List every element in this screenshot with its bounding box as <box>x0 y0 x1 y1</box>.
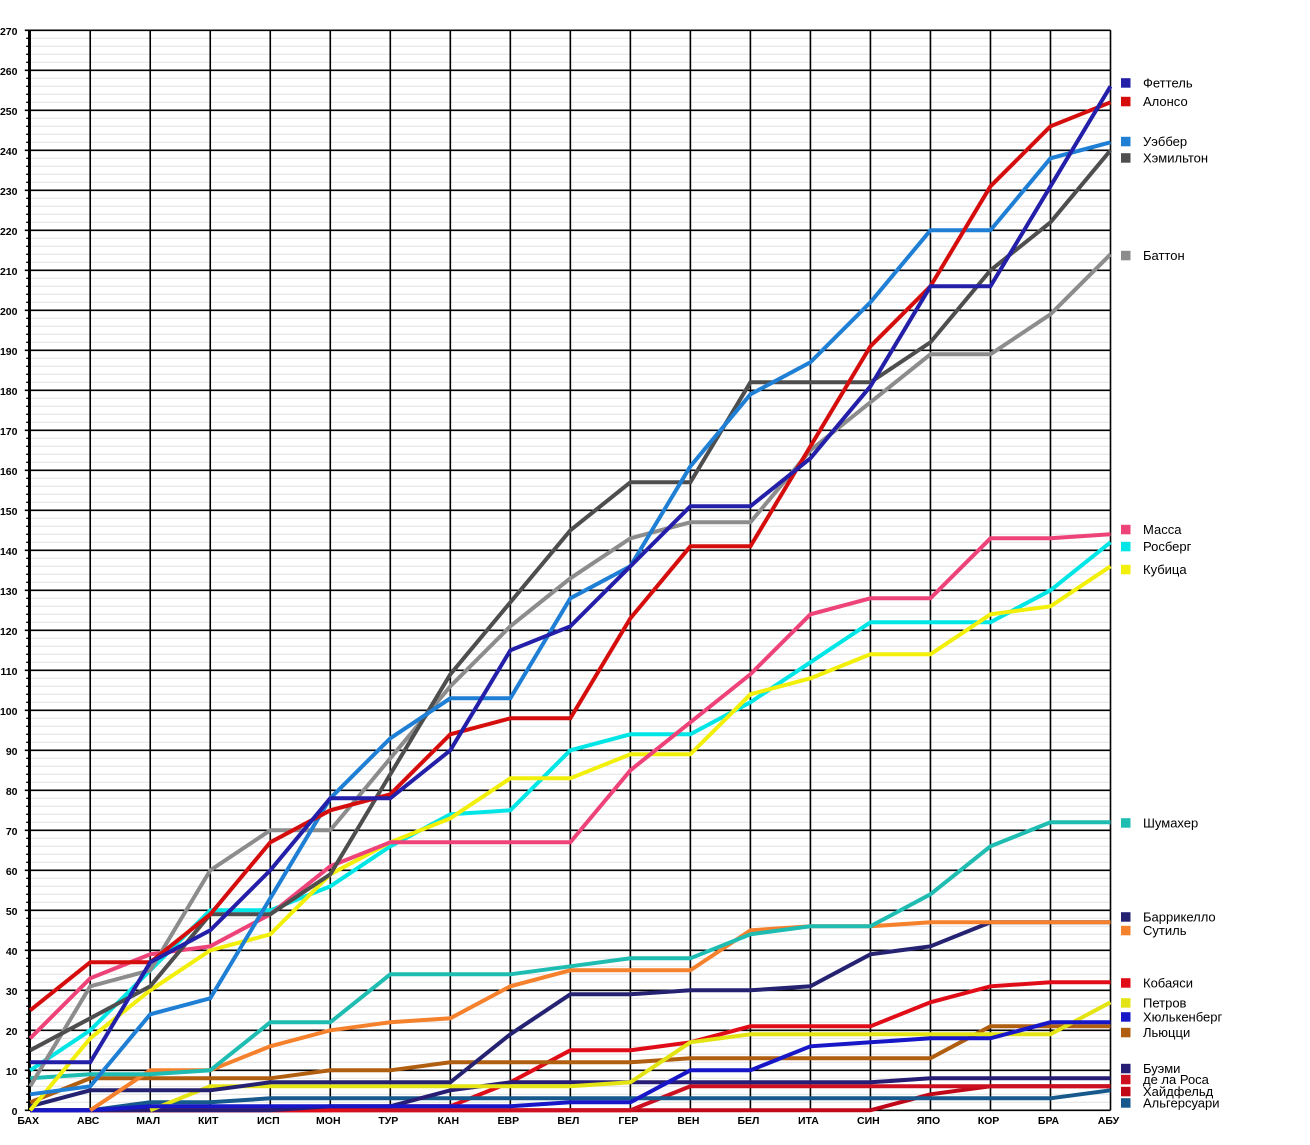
svg-text:230: 230 <box>0 186 18 198</box>
svg-text:Сутиль: Сутиль <box>1143 923 1187 938</box>
svg-text:50: 50 <box>6 906 18 918</box>
svg-text:210: 210 <box>0 266 18 278</box>
svg-text:ТУР: ТУР <box>378 1115 398 1127</box>
svg-text:АБУ: АБУ <box>1098 1115 1120 1127</box>
svg-text:БАХ: БАХ <box>17 1115 39 1127</box>
svg-text:180: 180 <box>0 386 18 398</box>
svg-text:150: 150 <box>0 506 18 518</box>
svg-text:Баттон: Баттон <box>1143 248 1185 263</box>
svg-text:100: 100 <box>0 706 18 718</box>
svg-text:МОН: МОН <box>316 1115 341 1127</box>
svg-text:30: 30 <box>6 986 18 998</box>
svg-text:170: 170 <box>0 426 18 438</box>
svg-text:250: 250 <box>0 106 18 118</box>
svg-text:Феттель: Феттель <box>1143 76 1193 91</box>
svg-text:20: 20 <box>6 1026 18 1038</box>
svg-text:Хэмильтон: Хэмильтон <box>1143 151 1208 166</box>
svg-text:Буэми: Буэми <box>1143 1061 1180 1076</box>
svg-text:ЯПО: ЯПО <box>917 1115 940 1127</box>
svg-text:70: 70 <box>6 826 18 838</box>
svg-text:Росберг: Росберг <box>1143 539 1192 554</box>
svg-text:40: 40 <box>6 946 18 958</box>
svg-text:190: 190 <box>0 346 18 358</box>
svg-text:ЕВР: ЕВР <box>498 1115 520 1127</box>
svg-text:Масса: Масса <box>1143 522 1182 537</box>
svg-text:260: 260 <box>0 66 18 78</box>
svg-text:БРА: БРА <box>1038 1115 1060 1127</box>
svg-text:Альгерсуари: Альгерсуари <box>1143 1096 1220 1111</box>
svg-text:Баррикелло: Баррикелло <box>1143 910 1216 925</box>
svg-text:Алонсо: Алонсо <box>1143 94 1188 109</box>
svg-text:Кубица: Кубица <box>1143 562 1187 577</box>
svg-text:Шумахер: Шумахер <box>1143 816 1198 831</box>
svg-text:Петров: Петров <box>1143 996 1187 1011</box>
svg-text:240: 240 <box>0 146 18 158</box>
svg-text:ИТА: ИТА <box>798 1115 819 1127</box>
svg-text:КИТ: КИТ <box>198 1115 219 1127</box>
svg-text:СИН: СИН <box>857 1115 880 1127</box>
svg-text:160: 160 <box>0 466 18 478</box>
svg-text:ГЕР: ГЕР <box>618 1115 638 1127</box>
svg-text:МАЛ: МАЛ <box>136 1115 160 1127</box>
svg-text:КАН: КАН <box>438 1115 460 1127</box>
svg-text:200: 200 <box>0 306 18 318</box>
svg-text:ИСП: ИСП <box>257 1115 280 1127</box>
svg-text:270: 270 <box>0 26 18 38</box>
svg-text:ВЕЛ: ВЕЛ <box>557 1115 579 1127</box>
svg-text:БЕЛ: БЕЛ <box>737 1115 759 1127</box>
svg-text:130: 130 <box>0 586 18 598</box>
svg-text:220: 220 <box>0 226 18 238</box>
svg-text:Хайдфельд: Хайдфельд <box>1143 1084 1214 1099</box>
svg-text:120: 120 <box>0 626 18 638</box>
svg-text:де ла Роса: де ла Роса <box>1143 1072 1210 1087</box>
svg-text:10: 10 <box>6 1066 18 1078</box>
svg-text:КОР: КОР <box>978 1115 1000 1127</box>
svg-text:80: 80 <box>6 786 18 798</box>
svg-text:АВС: АВС <box>77 1115 100 1127</box>
svg-text:90: 90 <box>6 746 18 758</box>
svg-text:140: 140 <box>0 546 18 558</box>
svg-text:Уэббер: Уэббер <box>1143 134 1187 149</box>
svg-text:Льюцци: Льюцци <box>1143 1025 1190 1040</box>
svg-text:60: 60 <box>6 866 18 878</box>
svg-text:110: 110 <box>1 666 18 678</box>
svg-text:Хюлькенберг: Хюлькенберг <box>1143 1010 1222 1025</box>
svg-text:0: 0 <box>12 1106 18 1118</box>
svg-text:ВЕН: ВЕН <box>677 1115 699 1127</box>
svg-text:Кобаяси: Кобаяси <box>1143 976 1193 991</box>
